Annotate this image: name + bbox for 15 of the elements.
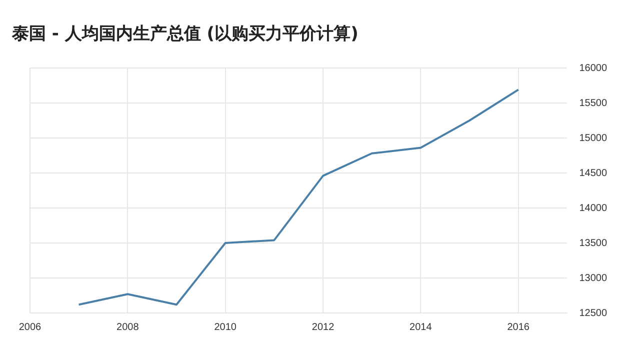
x-tick-label: 2014: [410, 322, 432, 333]
x-tick-label: 2016: [507, 322, 530, 333]
x-tick-label: 2008: [116, 322, 140, 333]
y-tick-label: 15500: [579, 98, 608, 109]
x-tick-label: 2012: [312, 322, 335, 333]
y-tick-label: 13000: [579, 272, 608, 284]
y-tick-label: 14500: [579, 168, 608, 179]
chart-title: 泰国 - 人均国内生产总值 (以购买力平价计算): [12, 23, 358, 45]
x-tick-label: 2010: [214, 322, 237, 333]
y-tick-label: 16000: [579, 62, 608, 74]
y-tick-label: 15000: [579, 132, 608, 144]
y-tick-label: 14000: [579, 202, 608, 214]
y-tick-label: 13500: [579, 238, 608, 249]
x-tick-label: 2006: [18, 322, 42, 333]
y-tick-label: 12500: [579, 308, 608, 319]
